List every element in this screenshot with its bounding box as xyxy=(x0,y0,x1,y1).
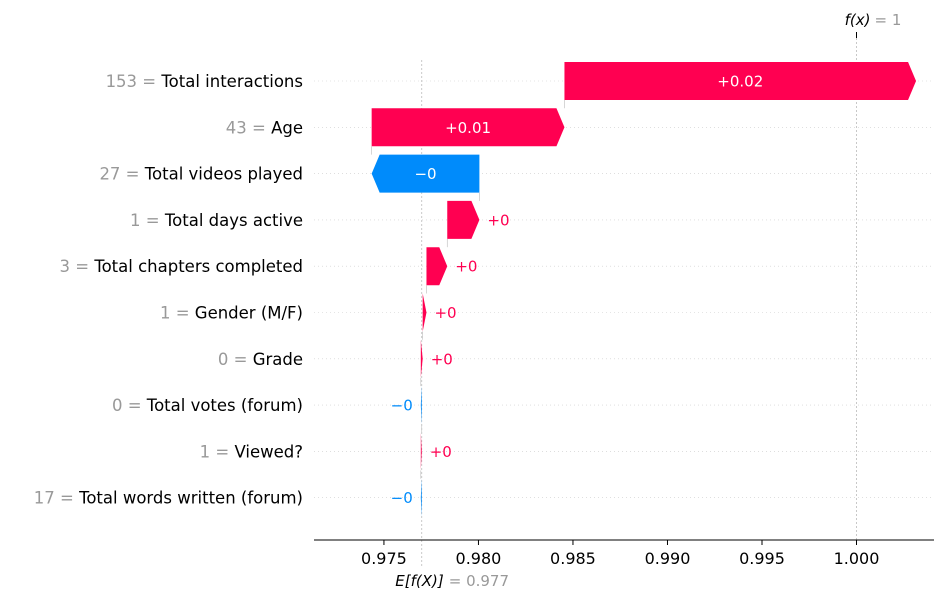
feature-value: 1 = xyxy=(130,211,165,230)
x-tick-label: 0.990 xyxy=(645,549,691,568)
feature-name: Total interactions xyxy=(160,72,303,91)
feature-value: 0 = xyxy=(112,396,147,415)
x-tick-label: 0.975 xyxy=(361,549,407,568)
feature-name: Gender (M/F) xyxy=(195,304,303,323)
bar-value-label: +0.02 xyxy=(717,73,763,91)
feature-value: 17 = xyxy=(34,489,79,508)
waterfall-bar xyxy=(420,339,423,378)
feature-label: 0 = Grade xyxy=(218,350,303,369)
feature-name: Total words written (forum) xyxy=(78,489,303,508)
feature-name: Total videos played xyxy=(144,165,303,184)
bar-value-label: +0 xyxy=(487,211,509,229)
fx-value: = 1 xyxy=(875,11,902,29)
labels-layer: +0.02 153 = Total interactions +0.01 43 = A… xyxy=(34,72,763,508)
feature-name: Total days active xyxy=(164,211,303,230)
waterfall-bar xyxy=(426,247,448,286)
waterfall-bar xyxy=(564,62,917,100)
feature-label: 153 = Total interactions xyxy=(106,72,303,91)
feature-label: 17 = Total words written (forum) xyxy=(34,489,303,508)
feature-name: Age xyxy=(271,118,303,137)
fx-label: f(x) xyxy=(845,11,871,29)
waterfall-bar xyxy=(447,200,480,239)
feature-name: Total chapters completed xyxy=(93,257,303,276)
feature-value: 43 = xyxy=(226,118,271,137)
feature-value: 27 = xyxy=(99,165,144,184)
ex-value: = 0.977 xyxy=(449,572,509,590)
feature-label: 1 = Viewed? xyxy=(200,442,303,461)
waterfall-bar xyxy=(422,293,427,332)
feature-label: 3 = Total chapters completed xyxy=(59,257,303,276)
bar-value-label: +0 xyxy=(431,350,453,368)
bar-value-label: −0 xyxy=(391,397,413,415)
bar-value-label: +0.01 xyxy=(445,119,491,137)
waterfall-bar xyxy=(420,478,422,517)
bar-value-label: +0 xyxy=(455,258,477,276)
feature-label: 0 = Total votes (forum) xyxy=(112,396,303,415)
bars-layer xyxy=(371,62,917,517)
feature-name: Total votes (forum) xyxy=(146,396,303,415)
feature-value: 1 = xyxy=(160,304,195,323)
ex-label: E[f(X)] xyxy=(395,572,444,590)
bar-value-label: +0 xyxy=(434,304,456,322)
waterfall-bar xyxy=(420,386,422,425)
waterfall-bar xyxy=(371,154,480,193)
feature-value: 1 = xyxy=(200,442,235,461)
bar-value-label: −0 xyxy=(391,489,413,507)
x-tick-label: 0.980 xyxy=(456,549,502,568)
feature-label: 27 = Total videos played xyxy=(99,165,303,184)
x-axis: 0.975 0.980 0.985 0.990 0.995 1.000 xyxy=(314,32,934,568)
waterfall-bar xyxy=(420,432,422,471)
feature-value: 3 = xyxy=(59,257,94,276)
feature-value: 0 = xyxy=(218,350,253,369)
feature-label: 1 = Total days active xyxy=(130,211,303,230)
waterfall-bar xyxy=(371,108,565,147)
x-tick-label: 0.985 xyxy=(550,549,596,568)
feature-label: 43 = Age xyxy=(226,118,303,137)
feature-name: Grade xyxy=(253,350,303,369)
feature-value: 153 = xyxy=(106,72,162,91)
x-tick-label: 1.000 xyxy=(834,549,880,568)
x-tick-label: 0.995 xyxy=(739,549,785,568)
bar-value-label: +0 xyxy=(430,443,452,461)
bar-value-label: −0 xyxy=(414,165,436,183)
feature-label: 1 = Gender (M/F) xyxy=(160,304,303,323)
feature-name: Viewed? xyxy=(234,442,303,461)
